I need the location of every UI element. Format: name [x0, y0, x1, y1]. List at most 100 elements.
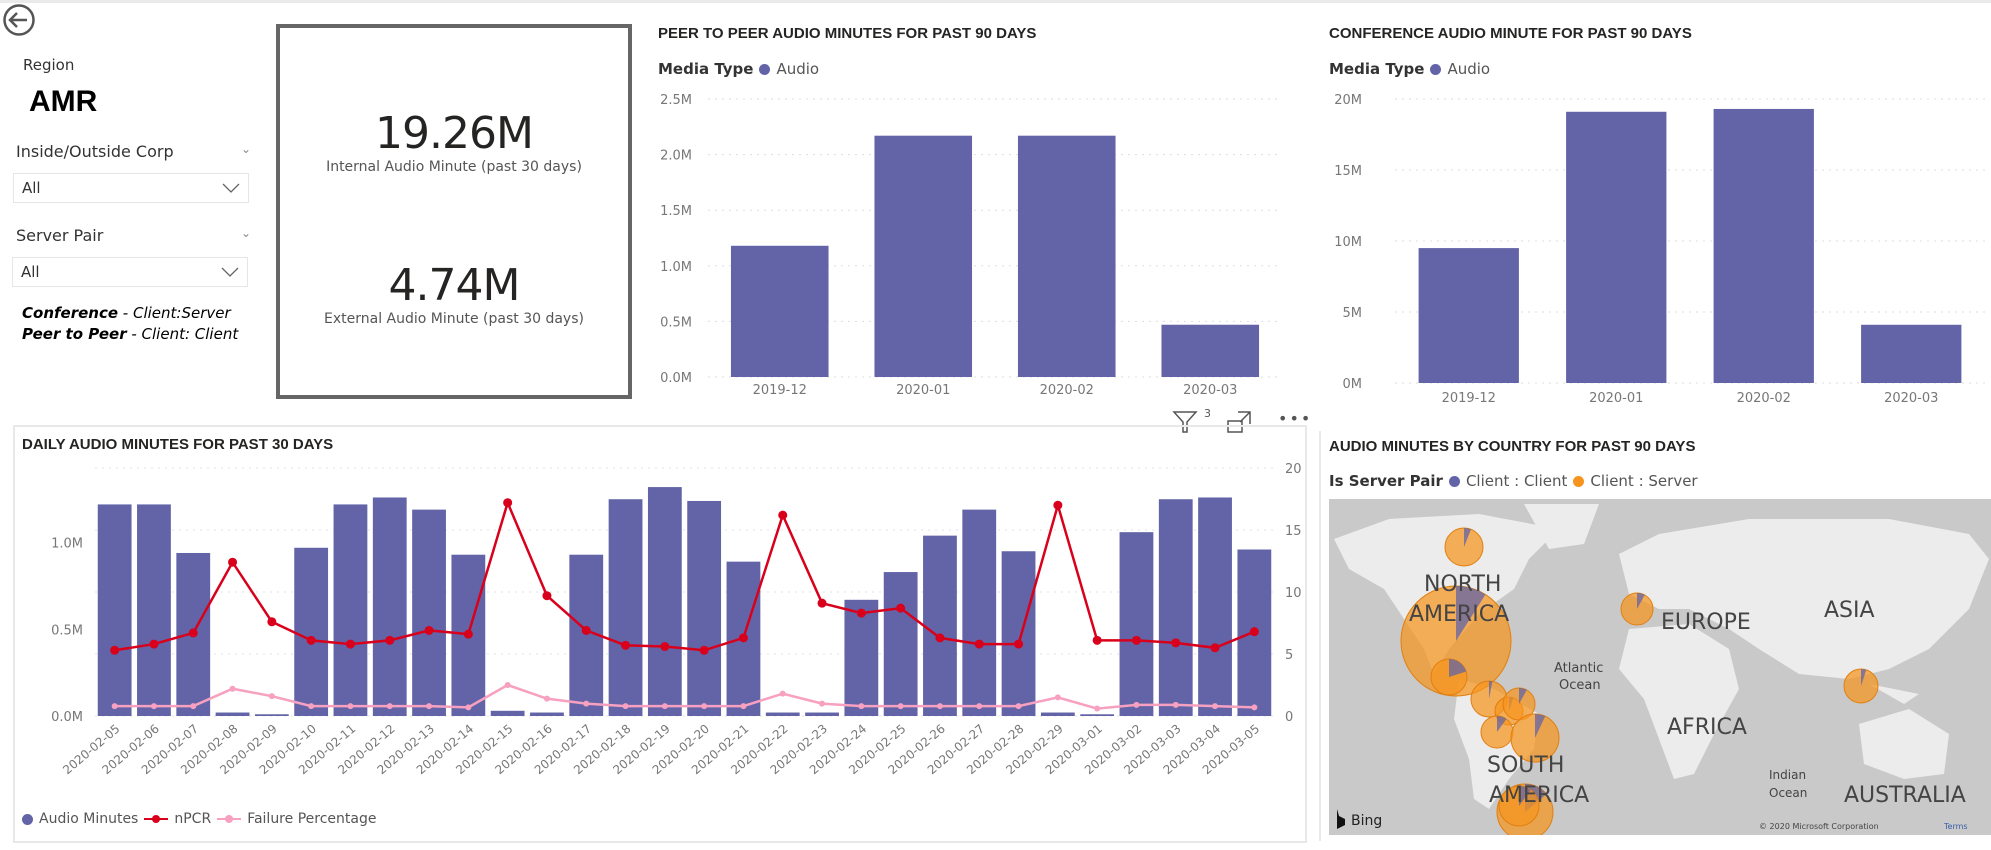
point-failure-percentage-2020-03-01[interactable] — [1094, 705, 1101, 712]
bar-2020-02-12[interactable] — [372, 497, 407, 716]
point-npcr-2020-02-20[interactable] — [699, 645, 709, 655]
bar-2020-02-22[interactable] — [765, 712, 800, 716]
point-failure-percentage-2020-03-02[interactable] — [1133, 701, 1140, 708]
bar-2020-02-25[interactable] — [883, 572, 918, 716]
bar-2020-02-29[interactable] — [1040, 712, 1075, 716]
focus-mode-icon[interactable] — [1226, 410, 1254, 434]
bar-2020-01[interactable] — [1566, 111, 1667, 383]
point-failure-percentage-2020-02-29[interactable] — [1054, 694, 1061, 701]
point-failure-percentage-2020-02-15[interactable] — [504, 682, 511, 688]
point-npcr-2020-03-03[interactable] — [1171, 638, 1181, 648]
point-failure-percentage-2020-02-25[interactable] — [897, 703, 904, 710]
point-npcr-2020-02-08[interactable] — [228, 557, 238, 567]
point-failure-percentage-2020-02-10[interactable] — [308, 703, 315, 710]
bar-2020-03[interactable] — [1861, 324, 1962, 383]
point-failure-percentage-2020-02-09[interactable] — [268, 693, 275, 700]
point-failure-percentage-2020-02-18[interactable] — [622, 703, 629, 710]
point-failure-percentage-2020-02-24[interactable] — [858, 703, 865, 710]
point-failure-percentage-2020-02-26[interactable] — [936, 703, 943, 710]
bar-2020-02-19[interactable] — [647, 487, 682, 716]
point-npcr-2020-02-15[interactable] — [503, 498, 513, 508]
point-failure-percentage-2020-03-03[interactable] — [1172, 701, 1179, 708]
bar-2020-03-04[interactable] — [1198, 497, 1232, 716]
bar-2020-03[interactable] — [1161, 324, 1260, 377]
bar-2020-02-20[interactable] — [687, 500, 722, 716]
map-terms-link[interactable]: Terms — [1943, 822, 1968, 831]
pie-client-client[interactable] — [1497, 716, 1507, 732]
server-pair-dropdown[interactable]: All — [12, 257, 248, 287]
bar-2020-02-08[interactable] — [215, 712, 250, 716]
point-npcr-2020-02-24[interactable] — [856, 608, 866, 618]
point-npcr-2020-02-13[interactable] — [424, 625, 434, 635]
legend-item-audio-minutes[interactable]: Audio Minutes — [39, 811, 139, 827]
point-npcr-2020-02-06[interactable] — [149, 639, 159, 649]
legend-item-audio[interactable]: Audio — [1447, 60, 1491, 78]
point-failure-percentage-2020-02-13[interactable] — [426, 703, 433, 710]
point-npcr-2020-02-19[interactable] — [660, 642, 670, 652]
bar-2020-02-15[interactable] — [490, 710, 525, 716]
point-npcr-2020-02-12[interactable] — [385, 635, 395, 645]
point-failure-percentage-2020-02-14[interactable] — [465, 704, 472, 711]
point-npcr-2020-02-28[interactable] — [1014, 639, 1024, 649]
bar-2020-02-13[interactable] — [412, 509, 446, 716]
pie-client-client[interactable] — [1535, 714, 1546, 738]
point-failure-percentage-2020-02-05[interactable] — [111, 703, 118, 710]
point-npcr-2020-02-05[interactable] — [110, 645, 120, 655]
point-npcr-2020-02-11[interactable] — [345, 639, 355, 649]
point-failure-percentage-2020-02-11[interactable] — [347, 703, 354, 710]
back-arrow-icon[interactable] — [2, 3, 36, 37]
point-npcr-2020-02-25[interactable] — [896, 603, 906, 613]
point-npcr-2020-02-07[interactable] — [188, 628, 198, 638]
point-failure-percentage-2020-02-16[interactable] — [543, 695, 550, 702]
point-failure-percentage-2020-02-19[interactable] — [661, 703, 668, 710]
point-npcr-2020-02-18[interactable] — [621, 640, 631, 650]
legend-item-client-server[interactable]: Client : Server — [1590, 472, 1698, 490]
point-npcr-2020-02-10[interactable] — [306, 635, 316, 645]
legend-item-client-client[interactable]: Client : Client — [1465, 472, 1568, 490]
bar-2020-02[interactable] — [1017, 135, 1116, 377]
bar-2020-02-10[interactable] — [294, 547, 329, 716]
point-failure-percentage-2020-03-05[interactable] — [1251, 704, 1258, 711]
point-npcr-2020-02-23[interactable] — [817, 598, 827, 608]
point-npcr-2020-03-02[interactable] — [1131, 635, 1141, 645]
point-npcr-2020-02-21[interactable] — [738, 633, 748, 643]
legend-item-npcr[interactable]: nPCR — [174, 811, 212, 827]
pie-client-client[interactable] — [1519, 786, 1531, 806]
pie-client-client[interactable] — [1449, 659, 1467, 677]
chevron-down-icon[interactable]: ⌄ — [240, 226, 251, 240]
point-npcr-2020-03-01[interactable] — [1092, 635, 1102, 645]
point-failure-percentage-2020-02-08[interactable] — [229, 685, 236, 692]
inside-outside-dropdown[interactable]: All — [13, 173, 249, 203]
point-failure-percentage-2020-02-12[interactable] — [386, 703, 393, 710]
bar-2020-02[interactable] — [1713, 108, 1814, 383]
point-npcr-2020-03-05[interactable] — [1249, 627, 1259, 637]
point-npcr-2020-02-14[interactable] — [463, 629, 473, 639]
world-map[interactable]: NORTH AMERICA EUROPE ASIA AFRICA SOUTH A… — [1329, 499, 1991, 835]
point-npcr-2020-02-09[interactable] — [267, 617, 277, 627]
pie-client-client[interactable] — [1489, 681, 1493, 699]
filter-icon[interactable] — [1172, 410, 1202, 434]
legend-item-audio[interactable]: Audio — [776, 60, 820, 78]
pie-client-client[interactable] — [1456, 586, 1486, 641]
bar-2020-02-06[interactable] — [137, 504, 171, 716]
point-failure-percentage-2020-02-21[interactable] — [740, 703, 747, 710]
bar-2020-02-24[interactable] — [844, 599, 879, 716]
more-options-icon[interactable]: ••• — [1278, 409, 1313, 428]
bar-2019-12[interactable] — [1418, 248, 1519, 383]
point-failure-percentage-2020-02-17[interactable] — [583, 700, 590, 707]
bar-2020-02-11[interactable] — [333, 504, 368, 716]
bar-2020-02-18[interactable] — [608, 499, 643, 716]
point-npcr-2020-02-26[interactable] — [935, 633, 945, 643]
point-npcr-2020-02-16[interactable] — [542, 591, 552, 601]
bar-2020-02-27[interactable] — [962, 509, 997, 716]
bar-2020-02-05[interactable] — [97, 504, 132, 716]
pie-client-client[interactable] — [1861, 669, 1867, 686]
bar-2020-02-23[interactable] — [805, 712, 839, 716]
bar-2020-02-09[interactable] — [254, 714, 289, 716]
point-npcr-2020-02-22[interactable] — [778, 510, 788, 520]
pie-client-client[interactable] — [1464, 528, 1471, 547]
bar-2020-02-26[interactable] — [923, 535, 957, 716]
bar-2020-03-02[interactable] — [1119, 532, 1154, 716]
bar-2020-02-16[interactable] — [530, 712, 564, 716]
point-failure-percentage-2020-03-04[interactable] — [1212, 703, 1219, 710]
